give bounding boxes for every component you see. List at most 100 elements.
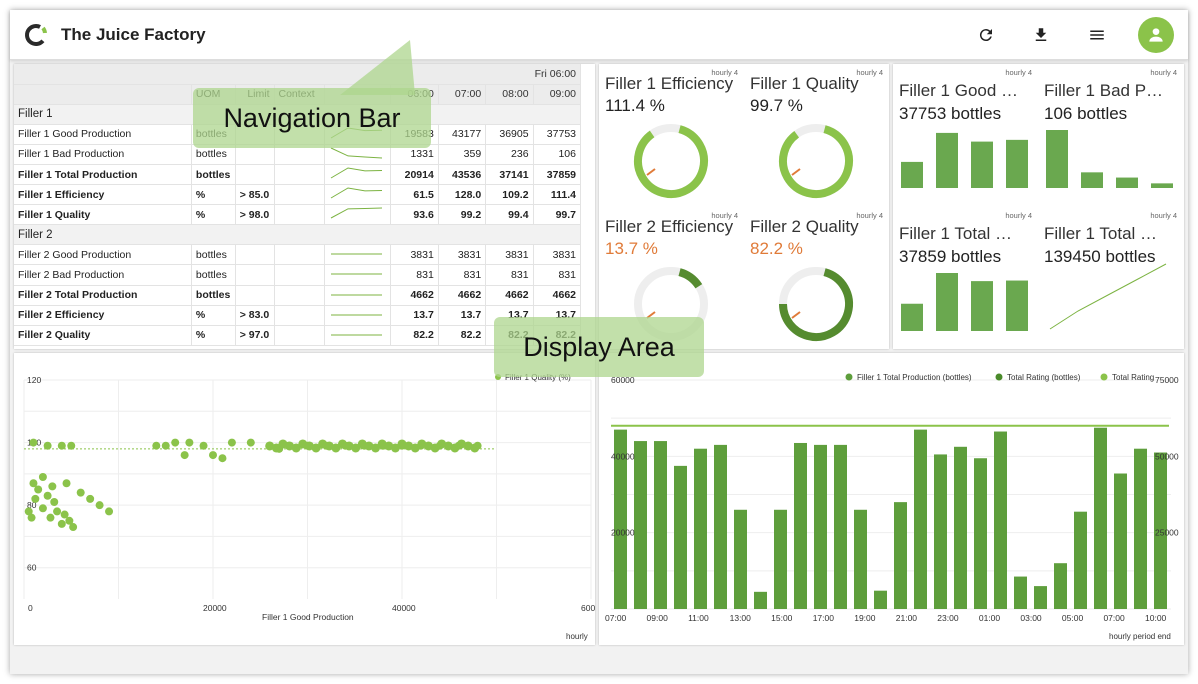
table-row[interactable]: Filler 1 Total Production bottles 20914 435… (14, 164, 582, 186)
row-sparkline (324, 325, 392, 346)
navigation-bar-label: Navigation Bar (193, 88, 431, 148)
table-date-label: Fri 06:00 (14, 64, 581, 85)
y-tick-label: 60000 (611, 375, 635, 385)
scatter-point (470, 443, 480, 453)
row-value: 359 (438, 144, 487, 165)
sparkline (330, 167, 382, 179)
scatter-point (76, 488, 85, 497)
row-value: 106 (533, 144, 582, 165)
y-tick-label: 120 (27, 375, 41, 385)
menu-icon (1090, 30, 1104, 40)
scatter-point (227, 438, 236, 447)
scatter-point (57, 519, 66, 528)
gauge-tiles-panel: hourly 4 Filler 1 Efficiency 111.4 % hourly… (599, 64, 889, 349)
production-bar (914, 429, 927, 609)
scatter-point (246, 438, 255, 447)
y-tick-label: 60 (27, 563, 37, 573)
x-tick-label: 0 (28, 603, 33, 613)
row-value: 3831 (533, 244, 582, 266)
production-bar (1074, 511, 1087, 609)
legend-dot (995, 373, 1003, 381)
x-tick-label: 09:00 (647, 613, 669, 623)
x-tick-label: 40000 (392, 603, 416, 613)
menu-button[interactable] (1084, 22, 1110, 48)
production-bar (654, 441, 667, 609)
row-limit: > 97.0 (235, 325, 275, 346)
row-name: Filler 2 Total Production (14, 285, 192, 306)
tile-period: hourly 4 (856, 211, 883, 220)
bar-chart-footer: hourly period end (1109, 632, 1171, 641)
production-bar (714, 444, 727, 609)
row-limit: > 98.0 (235, 204, 275, 226)
row-value: 82.2 (390, 325, 439, 346)
production-bar (974, 458, 987, 609)
row-sparkline (324, 244, 392, 266)
x-tick-label: 21:00 (896, 613, 918, 623)
row-uom: bottles (191, 244, 236, 266)
row-value: 831 (390, 264, 439, 286)
table-row[interactable]: Filler 1 Efficiency% > 85.0 61.5 128.0 109.2… (14, 184, 582, 206)
user-avatar-button[interactable] (1138, 17, 1174, 53)
row-value: 37141 (485, 164, 534, 186)
table-row[interactable]: Filler 1 Bad Production bottles 1331 359 236… (14, 144, 582, 165)
table-row[interactable]: Filler 2 Bad Production bottles 831 831 831 8… (14, 264, 582, 286)
kpi-bar-tile[interactable]: hourly 4 Filler 1 Total … 37859 bottles (893, 207, 1038, 350)
row-value: 4662 (485, 285, 534, 306)
production-bar (1114, 473, 1127, 609)
row-limit: > 85.0 (235, 184, 275, 206)
row-value: 61.5 (390, 184, 439, 206)
y-tick-label: 40000 (611, 451, 635, 461)
scatter-point (209, 451, 217, 460)
kpi-gauge-tile[interactable]: hourly 4 Filler 1 Efficiency 111.4 % (599, 64, 744, 207)
legend-label: Filler 1 Total Production (bottles) (857, 373, 972, 382)
kpi-gauge-tile[interactable]: hourly 4 Filler 1 Quality 99.7 % (744, 64, 889, 207)
tile-title: Filler 1 Good … (899, 81, 1019, 100)
x-tick-label: 01:00 (979, 613, 1001, 623)
legend-label: Total Rating (bottles) (1007, 373, 1081, 382)
app-window: The Juice Factory Fri 06:00UOMLimitConte… (10, 10, 1188, 674)
production-bar (1054, 563, 1067, 609)
legend-dot (845, 373, 853, 381)
tile-period: hourly 4 (1005, 68, 1032, 77)
kpi-gauge-tile[interactable]: hourly 4 Filler 2 Quality 82.2 % (744, 207, 889, 350)
scatter-point (69, 523, 78, 532)
row-sparkline (324, 184, 392, 206)
x-tick-label: 17:00 (813, 613, 835, 623)
kpi-bar-tile[interactable]: hourly 4 Filler 1 Total … 139450 bottles (1038, 207, 1183, 350)
header-time: 07:00 (438, 84, 487, 105)
row-context (274, 305, 325, 326)
kpi-bar-tile[interactable]: hourly 4 Filler 1 Bad P… 106 bottles (1038, 64, 1183, 207)
refresh-button[interactable] (973, 22, 999, 48)
scatter-point (185, 438, 194, 447)
gauge-arc (779, 267, 853, 341)
tile-period: hourly 4 (1150, 211, 1177, 220)
kpi-bar-tile[interactable]: hourly 4 Filler 1 Good … 37753 bottles (893, 64, 1038, 207)
table-row[interactable]: Filler 2 Good Production bottles 3831 3831 3… (14, 244, 582, 266)
gauge-limit-marker (646, 168, 656, 176)
row-name: Filler 2 Efficiency (14, 305, 192, 326)
production-bar (634, 441, 647, 609)
download-button[interactable] (1028, 22, 1054, 48)
mini-bar (1151, 183, 1173, 188)
row-value: 93.6 (390, 204, 439, 226)
row-uom: bottles (191, 144, 236, 165)
row-value: 36905 (485, 124, 534, 145)
row-value: 43536 (438, 164, 487, 186)
row-context (274, 325, 325, 346)
x-tick-label: 05:00 (1062, 613, 1084, 623)
user-icon (1149, 28, 1163, 42)
bar-tiles-panel: hourly 4 Filler 1 Good … 37753 bottles hour… (893, 64, 1184, 349)
production-bar (1154, 452, 1167, 609)
scatter-point (38, 472, 47, 481)
scatter-point (331, 443, 341, 453)
row-value: 82.2 (438, 325, 487, 346)
group-label: Filler 2 (14, 224, 581, 246)
table-row[interactable]: Filler 1 Quality% > 98.0 93.6 99.2 99.4 99.7 (14, 204, 582, 226)
scatter-point (218, 454, 227, 463)
refresh-icon (979, 29, 992, 42)
production-bar (674, 465, 687, 609)
row-value: 13.7 (438, 305, 487, 326)
table-row[interactable]: Filler 2 Total Production bottles 4662 4662… (14, 285, 582, 306)
mini-bar (1006, 280, 1028, 331)
row-value: 4662 (438, 285, 487, 306)
